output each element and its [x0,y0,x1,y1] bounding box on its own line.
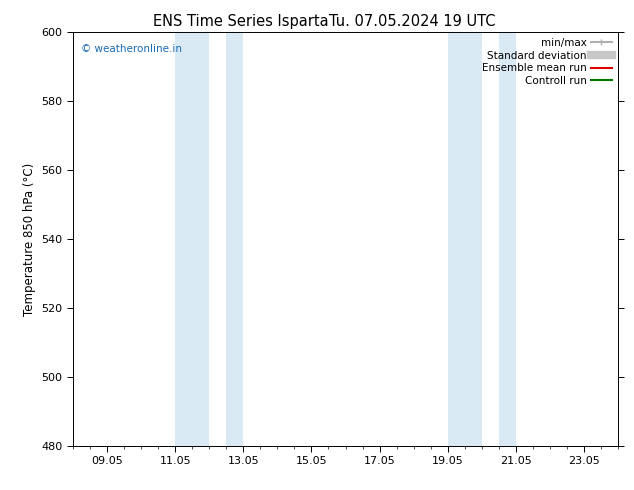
Bar [448,32,482,446]
Text: © weatheronline.in: © weatheronline.in [81,44,182,54]
Legend: min/max, Standard deviation, Ensemble mean run, Controll run: min/max, Standard deviation, Ensemble me… [478,34,616,90]
Text: Tu. 07.05.2024 19 UTC: Tu. 07.05.2024 19 UTC [329,14,495,29]
Bar [226,32,243,446]
Bar [175,32,209,446]
Y-axis label: Temperature 850 hPa (°C): Temperature 850 hPa (°C) [23,162,36,316]
Text: ENS Time Series Isparta: ENS Time Series Isparta [153,14,329,29]
Bar [499,32,516,446]
